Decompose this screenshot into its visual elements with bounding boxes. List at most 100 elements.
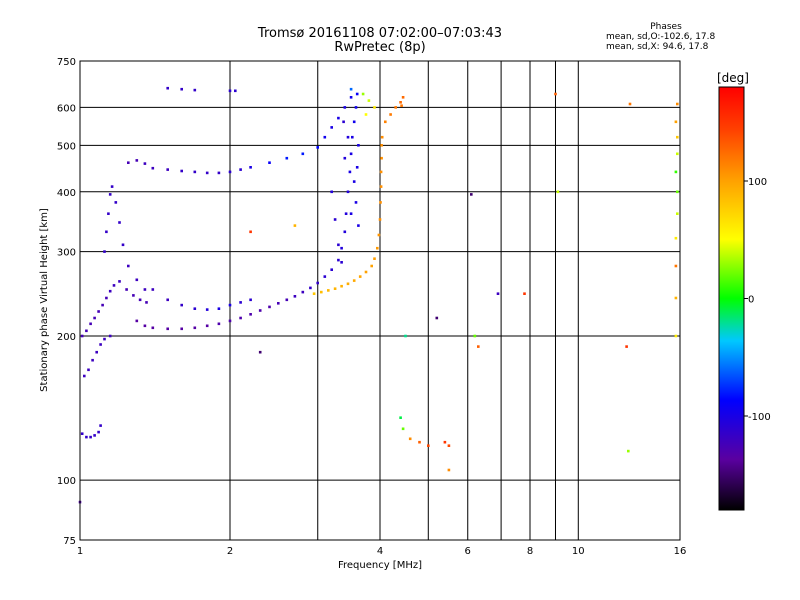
data-point: [145, 301, 148, 304]
y-axis-ticks: 75 100 200 300 400 500 600 750: [57, 57, 76, 547]
data-point: [101, 303, 104, 307]
data-point: [87, 368, 90, 372]
data-point: [364, 113, 368, 116]
data-point: [180, 87, 183, 91]
data-point: [674, 334, 678, 338]
data-point: [349, 212, 353, 215]
data-point: [327, 289, 330, 292]
data-point: [258, 309, 262, 312]
data-point: [135, 278, 139, 282]
data-point: [443, 440, 447, 444]
phase-x-stats: mean, sd,X: 94.6, 17.8: [606, 42, 709, 52]
data-point: [378, 218, 382, 221]
data-point: [470, 193, 473, 196]
data-point: [217, 171, 221, 175]
data-point: [121, 243, 125, 247]
data-point: [239, 316, 242, 320]
data-point: [343, 106, 347, 109]
data-point: [349, 87, 353, 91]
x-axis-label: Frequency [MHz]: [338, 560, 422, 571]
data-point: [166, 168, 169, 171]
colorbar-tick-label: -100: [748, 412, 771, 423]
data-point: [285, 298, 289, 302]
data-point: [357, 224, 360, 227]
data-point: [301, 290, 305, 294]
data-point: [316, 281, 319, 285]
data-point: [228, 319, 232, 323]
data-point: [376, 246, 379, 250]
data-point: [399, 101, 402, 104]
data-point: [404, 334, 407, 338]
data-point: [401, 427, 405, 431]
data-point: [268, 161, 271, 164]
data-point: [364, 270, 368, 274]
data-point: [166, 327, 169, 331]
data-point: [312, 292, 316, 295]
data-point: [401, 96, 405, 99]
data-point: [320, 290, 323, 294]
data-point: [473, 334, 477, 338]
data-point: [408, 437, 412, 441]
x-tick-label: 16: [674, 546, 687, 557]
data-point: [205, 308, 209, 311]
data-point: [205, 171, 209, 175]
data-point: [249, 230, 252, 234]
data-point: [193, 326, 197, 330]
data-point: [249, 298, 252, 302]
data-point: [379, 170, 383, 174]
colorbar: [718, 86, 745, 511]
phase-o-stats: mean, sd,O:-102.6, 17.8: [606, 32, 716, 42]
y-tick-label: 750: [57, 57, 76, 68]
data-point: [330, 126, 333, 129]
data-point: [379, 201, 382, 204]
data-point: [370, 264, 373, 268]
data-point: [93, 434, 96, 437]
data-point: [349, 152, 353, 156]
data-point: [127, 161, 130, 164]
data-point: [151, 288, 155, 291]
data-point: [114, 201, 118, 204]
data-point: [349, 96, 353, 99]
data-point: [367, 99, 371, 102]
colorbar-ticks: 100 0 -100: [744, 177, 771, 423]
x-tick-label: 8: [527, 546, 533, 557]
y-tick-label: 400: [57, 188, 76, 199]
data-point: [354, 106, 358, 109]
data-point: [228, 303, 232, 307]
data-point: [361, 92, 365, 96]
data-point: [337, 258, 340, 262]
data-point: [125, 288, 128, 291]
data-point: [357, 144, 360, 147]
data-point: [674, 296, 678, 300]
data-point: [447, 444, 451, 447]
data-point: [105, 296, 108, 300]
data-point: [151, 166, 155, 170]
data-point: [97, 310, 100, 313]
data-point: [676, 152, 679, 156]
y-tick-label: 75: [63, 536, 76, 547]
data-point: [523, 292, 526, 295]
data-point: [348, 170, 352, 174]
data-point: [343, 156, 347, 160]
data-point: [268, 305, 271, 309]
data-point: [143, 324, 147, 328]
data-point: [346, 190, 350, 194]
data-point: [205, 324, 209, 328]
colorbar-tick-label: 100: [748, 177, 767, 188]
data-point: [340, 246, 343, 250]
data-point: [110, 185, 114, 188]
data-point: [316, 146, 319, 149]
data-point: [674, 170, 678, 174]
data-point: [323, 275, 327, 278]
data-point: [676, 212, 679, 215]
data-point: [80, 432, 84, 435]
data-point: [344, 212, 348, 215]
data-point: [340, 261, 343, 264]
data-point: [166, 298, 169, 302]
data-point: [193, 307, 197, 310]
data-point: [249, 313, 252, 316]
data-point: [309, 286, 312, 290]
data-point: [323, 135, 327, 139]
data-point: [138, 298, 142, 302]
colorbar-label: [deg]: [717, 71, 749, 85]
